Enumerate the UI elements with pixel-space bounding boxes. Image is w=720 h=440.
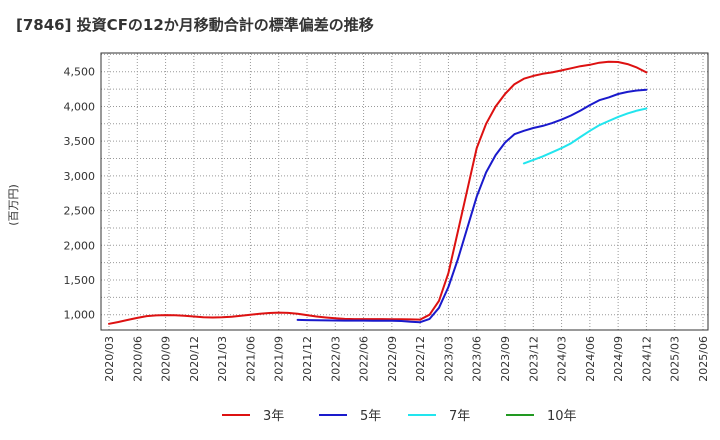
x-tick-label: 2023/09 [499,336,512,382]
x-tick-label: 2020/03 [103,336,116,382]
x-tick-label: 2023/12 [527,336,540,382]
x-tick-label: 2022/06 [358,336,371,382]
y-tick-label: 3,500 [64,135,96,148]
x-tick-label: 2021/03 [216,336,229,382]
x-tick-label: 2022/09 [386,336,399,382]
x-tick-label: 2024/06 [584,336,597,382]
grid-layer [101,53,708,330]
legend-label: 10年 [547,409,577,424]
y-tick-label: 3,000 [64,170,96,183]
x-tick-label: 2021/06 [244,336,257,382]
legend-label: 5年 [360,409,381,424]
x-tick-label: 2023/06 [471,336,484,382]
x-tick-label: 2021/09 [273,336,286,382]
y-tick-label: 4,500 [64,66,96,79]
x-tick-label: 2023/03 [442,336,455,382]
x-tick-label: 2022/03 [329,336,342,382]
y-tick-label: 2,500 [64,205,96,218]
y-tick-label: 2,000 [64,239,96,252]
x-tick-label: 2020/12 [188,336,201,382]
x-tick-labels: 2020/03 2020/06 2020/09 2020/12 2021/03 2021/… [103,336,710,382]
y-tick-label: 1,000 [64,309,96,322]
y-tick-label: 1,500 [64,274,96,287]
series-line [108,60,648,325]
series-line [522,107,648,165]
x-tick-label: 2025/06 [697,336,710,382]
x-tick-label: 2024/03 [556,336,569,382]
x-tick-label: 2020/09 [160,336,173,382]
y-tick-label: 4,000 [64,100,96,113]
legend-label: 7年 [449,409,470,424]
legend: 3年 5年 7年 10年 [222,409,577,424]
legend-label: 3年 [263,409,284,424]
series-line [296,88,648,324]
x-tick-label: 2022/12 [414,336,427,382]
chart-title: [7846] 投資CFの12か月移動合計の標準偏差の推移 [16,16,374,34]
x-tick-label: 2024/09 [612,336,625,382]
y-axis-label: (百万円) [7,184,20,226]
y-tick-labels: 1,000 1,500 2,000 2,500 3,000 3,500 4,000 4,500 [64,66,96,322]
x-tick-label: 2020/06 [131,336,144,382]
series-layer [108,60,648,325]
x-tick-label: 2025/03 [669,336,682,382]
x-tick-label: 2024/12 [640,336,653,382]
plot-frame [100,52,709,331]
x-tick-label: 2021/12 [301,336,314,382]
